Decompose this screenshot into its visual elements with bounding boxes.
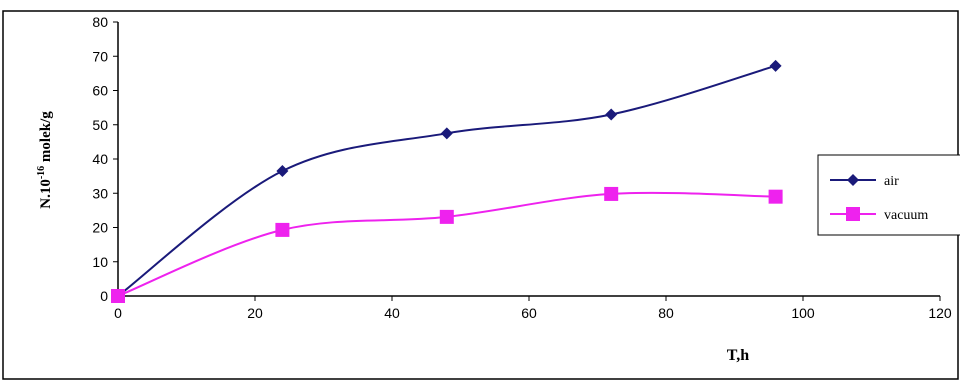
y-tick-label: 30 (92, 185, 108, 201)
data-point-air (440, 127, 453, 140)
x-tick-label: 80 (658, 305, 674, 321)
series-air (112, 59, 782, 302)
y-tick-label: 10 (92, 254, 108, 270)
data-point-vacuum (604, 186, 619, 201)
y-axis-title-unit: molek/g (38, 111, 54, 166)
legend-label: vacuum (884, 208, 928, 223)
y-axis-title: N.10-16 molek/g (36, 111, 54, 209)
legend: air vacuum (817, 154, 960, 236)
series-line-vacuum (117, 191, 776, 297)
x-tick-label: 100 (791, 305, 815, 321)
y-axis-title-superscript: -16 (36, 166, 47, 179)
axes: 0 20 40 60 80 100 120 0 10 20 30 40 50 60 70 80 (92, 14, 951, 321)
y-tick-label: 0 (100, 288, 108, 304)
x-tick-label: 60 (521, 305, 537, 321)
y-tick-label: 60 (92, 83, 108, 99)
svg-text:N.10-16 molek/g: N.10-16 molek/g (36, 111, 54, 209)
chart-frame (2, 10, 959, 380)
data-point-air (769, 59, 782, 72)
y-tick-label: 40 (92, 151, 108, 167)
x-axis-title: T,h (727, 347, 749, 364)
series-vacuum (111, 186, 783, 303)
y-tick-label: 20 (92, 220, 108, 236)
legend-item-vacuum: vacuum (830, 207, 928, 223)
data-point-air (276, 164, 289, 177)
y-tick-label: 80 (92, 14, 108, 30)
legend-marker (846, 207, 860, 221)
x-tick-label: 120 (928, 305, 952, 321)
data-point-vacuum (768, 189, 783, 204)
x-tick-label: 20 (247, 305, 263, 321)
y-tick-label: 50 (92, 117, 108, 133)
y-axis-title-main: N.10 (38, 179, 54, 209)
data-point-air (605, 108, 618, 121)
series-line-air (117, 64, 776, 297)
legend-label: air (884, 174, 899, 189)
data-point-vacuum (439, 209, 454, 224)
legend-item-air: air (830, 174, 899, 189)
x-tick-label: 40 (384, 305, 400, 321)
data-point-vacuum (111, 289, 125, 303)
legend-marker (847, 174, 859, 186)
x-tick-label: 0 (114, 305, 122, 321)
data-point-vacuum (275, 222, 290, 237)
y-tick-label: 70 (92, 48, 108, 64)
series-layer (111, 59, 783, 303)
legend-box (817, 154, 960, 236)
